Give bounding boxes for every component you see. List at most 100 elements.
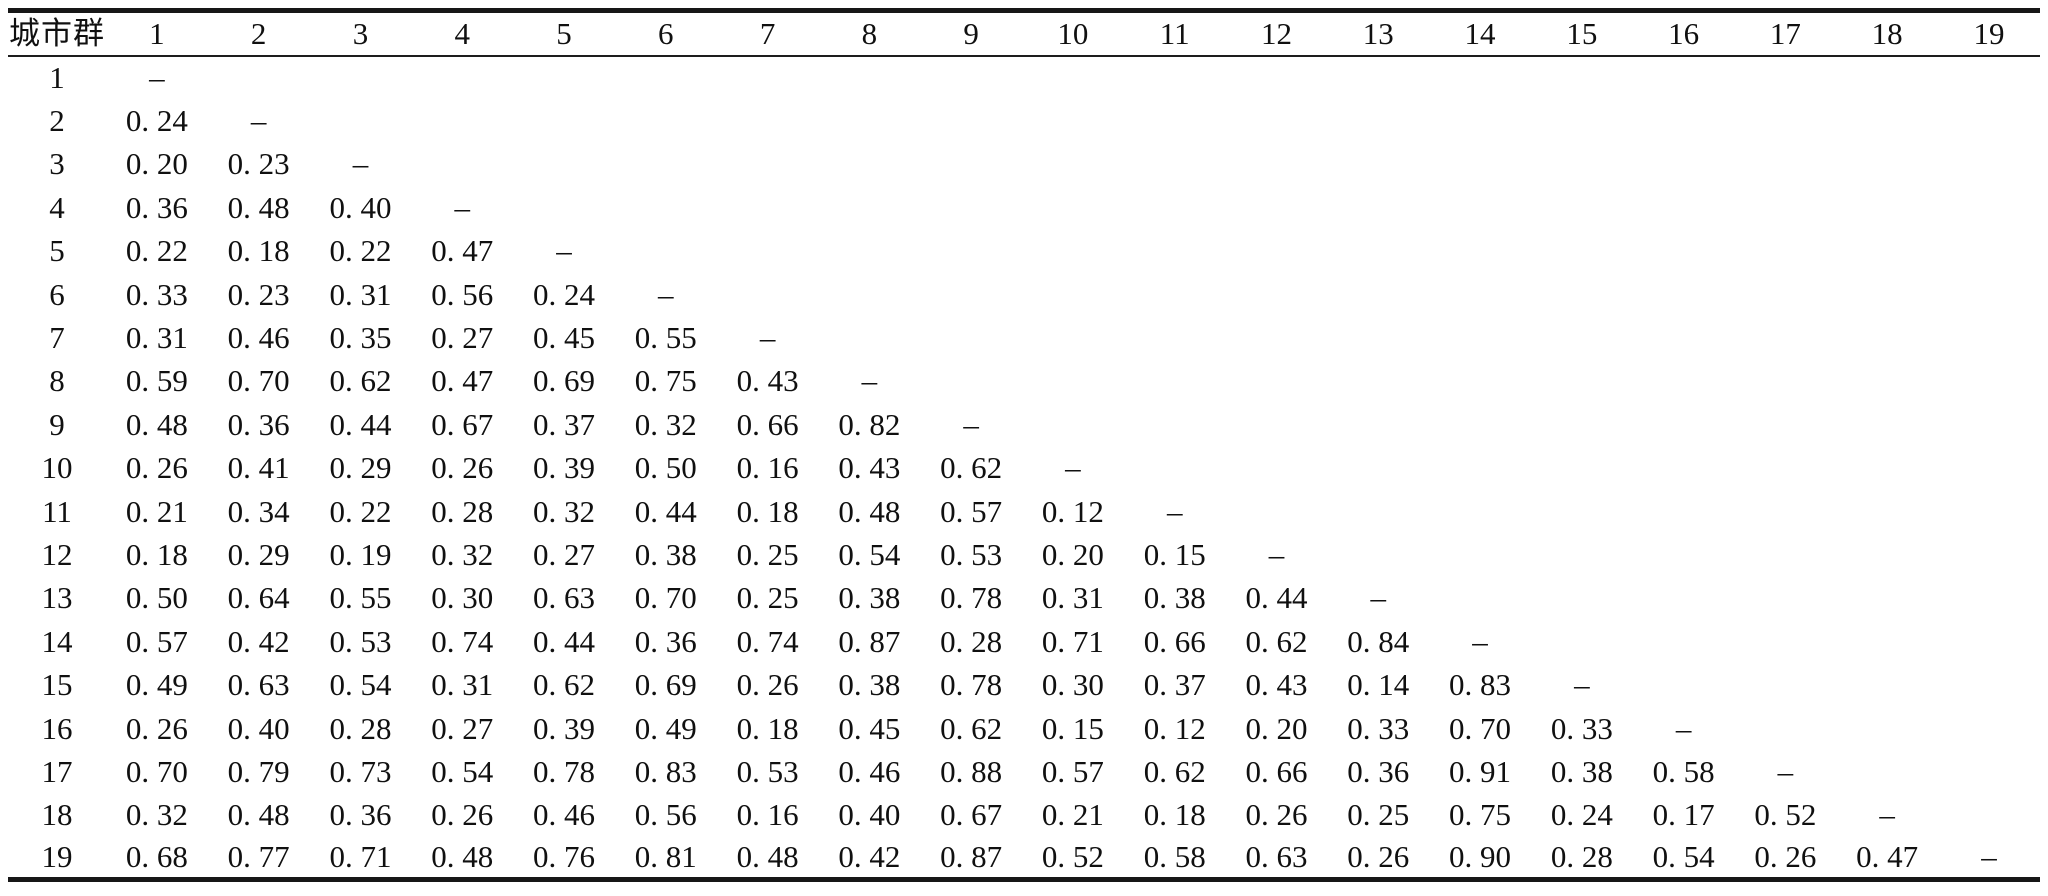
empty-cell: [1836, 489, 1938, 532]
matrix-cell: 0. 39: [533, 710, 596, 746]
matrix-cell: 0. 26: [1245, 797, 1308, 833]
matrix-cell: 0. 87: [838, 623, 901, 659]
empty-cell: [1022, 229, 1124, 272]
empty-cell: [615, 186, 717, 229]
matrix-cell: 0. 42: [227, 623, 290, 659]
row-label: 10: [41, 450, 73, 486]
empty-cell: [1429, 403, 1531, 446]
empty-cell: [1938, 272, 2040, 315]
table-row: 7 0. 31 0. 46 0. 35 0. 27 0. 45 0. 55 –: [8, 316, 2040, 359]
diagonal-dash-cell: –: [1268, 536, 1285, 572]
matrix-cell: 0. 76: [533, 839, 596, 875]
matrix-cell: 0. 39: [533, 450, 596, 486]
matrix-cell: 0. 57: [940, 493, 1003, 529]
empty-cell: [1124, 446, 1226, 489]
matrix-cell: 0. 47: [1856, 839, 1919, 875]
empty-cell: [1735, 316, 1837, 359]
diagonal-dash-cell: –: [1777, 753, 1794, 789]
empty-cell: [1022, 359, 1124, 402]
matrix-cell: 0. 38: [1550, 753, 1613, 789]
empty-cell: [1633, 663, 1735, 706]
column-header: 14: [1429, 10, 1531, 57]
empty-cell: [1735, 489, 1837, 532]
table-row: 11 0. 21 0. 34 0. 22 0. 28 0. 32 0. 44 0. 18 0. …: [8, 489, 2040, 532]
empty-cell: [615, 56, 717, 99]
matrix-cell: 0. 24: [533, 276, 596, 312]
matrix-cell: 0. 26: [736, 667, 799, 703]
table-row: 16 0. 26 0. 40 0. 28 0. 27 0. 39 0. 49 0. 18 0. …: [8, 706, 2040, 749]
table-row: 5 0. 22 0. 18 0. 22 0. 47 –: [8, 229, 2040, 272]
empty-cell: [1938, 359, 2040, 402]
matrix-cell: 0. 66: [736, 406, 799, 442]
matrix-cell: 0. 64: [227, 580, 290, 616]
diagonal-dash-cell: –: [1675, 710, 1692, 746]
matrix-cell: 0. 55: [329, 580, 392, 616]
matrix-cell: 0. 55: [634, 320, 697, 356]
diagonal-dash-cell: –: [250, 103, 267, 139]
matrix-cell: 0. 44: [634, 493, 697, 529]
empty-cell: [1633, 56, 1735, 99]
empty-cell: [1531, 533, 1633, 576]
empty-cell: [1836, 403, 1938, 446]
table-row: 10 0. 26 0. 41 0. 29 0. 26 0. 39 0. 50 0. 16 0. …: [8, 446, 2040, 489]
empty-cell: [310, 99, 412, 142]
empty-cell: [818, 56, 920, 99]
matrix-cell: 0. 57: [1041, 753, 1104, 789]
empty-cell: [717, 142, 819, 185]
column-header: 15: [1530, 10, 1633, 57]
empty-cell: [1327, 446, 1429, 489]
table-row: 12 0. 18 0. 29 0. 19 0. 32 0. 27 0. 38 0. 25 0. …: [8, 533, 2040, 576]
matrix-cell: 0. 24: [1550, 797, 1613, 833]
matrix-cell: 0. 30: [1041, 667, 1104, 703]
matrix-cell: 0. 78: [533, 753, 596, 789]
empty-cell: [1633, 99, 1735, 142]
empty-cell: [1836, 142, 1938, 185]
matrix-cell: 0. 26: [431, 450, 494, 486]
matrix-cell: 0. 38: [838, 580, 901, 616]
empty-cell: [1327, 186, 1429, 229]
matrix-cell: 0. 50: [125, 580, 188, 616]
matrix-cell: 0. 54: [431, 753, 494, 789]
column-header: 1: [106, 10, 208, 57]
diagonal-dash-cell: –: [149, 60, 165, 96]
empty-cell: [1429, 359, 1531, 402]
row-label: 5: [49, 233, 65, 269]
empty-cell: [1429, 576, 1531, 619]
column-header: 10: [1022, 10, 1124, 57]
diagonal-dash-cell: –: [1166, 493, 1183, 529]
empty-cell: [1938, 56, 2040, 99]
empty-cell: [1429, 316, 1531, 359]
matrix-cell: 0. 47: [431, 363, 494, 399]
row-label: 2: [49, 103, 65, 139]
row-label: 17: [41, 753, 73, 789]
diagonal-dash-cell: –: [963, 406, 979, 442]
empty-cell: [1938, 229, 2040, 272]
empty-cell: [1836, 576, 1938, 619]
empty-cell: [1938, 446, 2040, 489]
diagonal-dash-cell: –: [1472, 623, 1488, 659]
empty-cell: [1938, 186, 2040, 229]
empty-cell: [1226, 229, 1328, 272]
matrix-cell: 0. 16: [736, 450, 799, 486]
matrix-cell: 0. 75: [634, 363, 697, 399]
table-row: 15 0. 49 0. 63 0. 54 0. 31 0. 62 0. 69 0. 26 0. …: [8, 663, 2040, 706]
empty-cell: [1327, 316, 1429, 359]
empty-cell: [1531, 99, 1633, 142]
header-row: 城市群 1 2 3 4 5 6 7 8 9 10 11 12 13 14 15 16 17 18 19: [8, 10, 2040, 57]
empty-cell: [1531, 359, 1633, 402]
empty-cell: [1735, 359, 1837, 402]
empty-cell: [1735, 576, 1837, 619]
matrix-cell: 0. 48: [838, 493, 901, 529]
matrix-cell: 0. 12: [1143, 710, 1206, 746]
matrix-cell: 0. 53: [736, 753, 799, 789]
column-header: 17: [1734, 10, 1837, 57]
matrix-cell: 0. 31: [1041, 580, 1104, 616]
matrix-cell: 0. 79: [227, 753, 290, 789]
matrix-cell: 0. 66: [1245, 753, 1308, 789]
matrix-cell: 0. 36: [227, 406, 290, 442]
empty-cell: [1633, 186, 1735, 229]
matrix-cell: 0. 45: [533, 320, 596, 356]
matrix-cell: 0. 29: [227, 536, 290, 572]
empty-cell: [920, 142, 1022, 185]
